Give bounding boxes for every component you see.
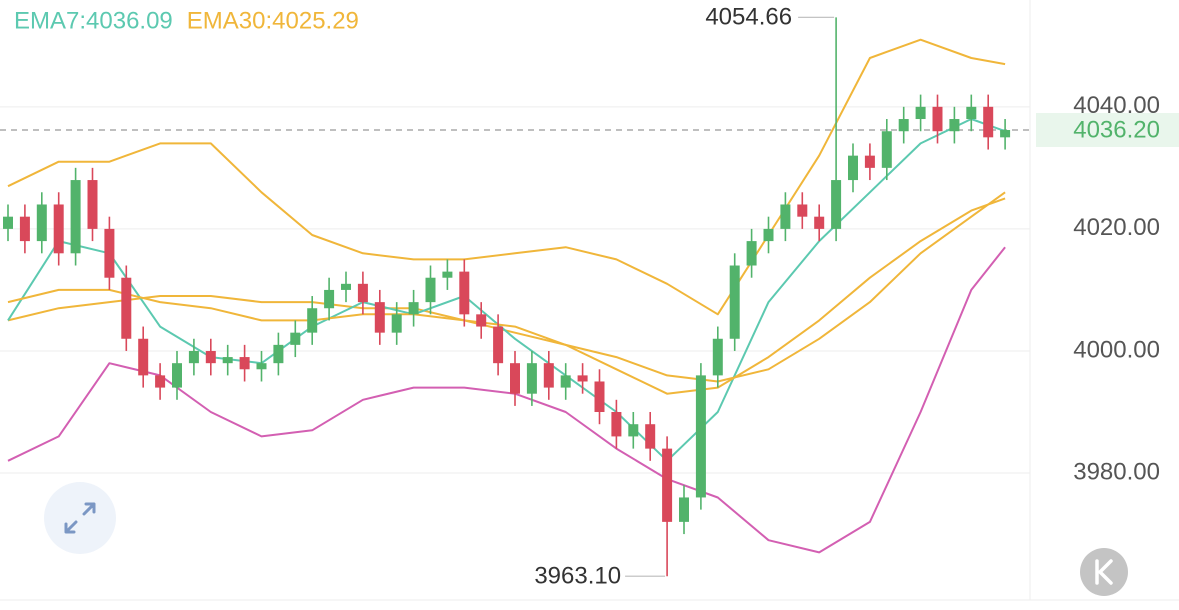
candle-body bbox=[408, 302, 419, 315]
candle-body bbox=[797, 204, 808, 217]
expand-icon[interactable] bbox=[64, 502, 96, 534]
candle-body bbox=[831, 180, 842, 229]
candles bbox=[3, 17, 1011, 577]
candle-body bbox=[357, 283, 368, 303]
candle-body bbox=[442, 271, 453, 278]
candle-body bbox=[628, 424, 639, 437]
candle-body bbox=[239, 357, 250, 370]
candle-body bbox=[205, 350, 216, 364]
candle-body bbox=[53, 204, 64, 254]
candle-body bbox=[256, 363, 267, 370]
candle-body bbox=[19, 216, 30, 242]
candle-body bbox=[70, 180, 81, 254]
y-tick-label: 4000.00 bbox=[1073, 336, 1160, 363]
candle-body bbox=[577, 375, 588, 382]
candle-body bbox=[881, 131, 892, 168]
candle-body bbox=[526, 363, 537, 394]
candle-body bbox=[222, 357, 233, 364]
candle-body bbox=[560, 375, 571, 388]
candle-body bbox=[290, 332, 301, 345]
candle-body bbox=[966, 106, 977, 120]
candle-body bbox=[510, 363, 520, 394]
candle-body bbox=[915, 106, 926, 120]
candle-body bbox=[273, 344, 284, 364]
logo-bg bbox=[1080, 548, 1128, 596]
y-tick-label: 3980.00 bbox=[1073, 458, 1160, 485]
candle-body bbox=[1000, 130, 1011, 138]
y-tick-label: 4020.00 bbox=[1073, 214, 1160, 241]
candle-body bbox=[36, 204, 47, 242]
expand-button-bg[interactable] bbox=[44, 482, 116, 554]
candle-body bbox=[932, 106, 943, 132]
candle-body bbox=[324, 289, 335, 309]
candle-body bbox=[814, 216, 825, 229]
candle-body bbox=[188, 350, 199, 364]
indicator-line bbox=[7, 38, 1006, 316]
last-price-label: 4036.20 bbox=[1073, 116, 1160, 143]
candle-body bbox=[780, 204, 791, 229]
candle-body bbox=[307, 308, 318, 333]
legend-entry: EMA30:4025.29 bbox=[187, 7, 359, 34]
candle-body bbox=[763, 228, 774, 242]
candle-body bbox=[543, 363, 554, 388]
candle-body bbox=[476, 314, 487, 327]
low-label: 3963.10 bbox=[534, 563, 621, 590]
candle-body bbox=[391, 314, 402, 333]
indicator-lines bbox=[7, 38, 1006, 554]
candle-body bbox=[645, 424, 656, 449]
candle-body bbox=[3, 216, 13, 229]
candle-body bbox=[679, 497, 689, 522]
candle-body bbox=[949, 119, 960, 132]
candle-body bbox=[138, 338, 149, 376]
candle-body bbox=[459, 271, 470, 315]
indicator-line bbox=[7, 118, 1006, 462]
candle-body bbox=[712, 338, 723, 376]
candle-body bbox=[87, 180, 98, 229]
legend-entry: EMA7:4036.09 bbox=[14, 7, 173, 34]
last-price-bg bbox=[1036, 113, 1179, 148]
candle-body bbox=[729, 265, 740, 339]
candle-body bbox=[121, 277, 132, 339]
indicator-line bbox=[7, 197, 1006, 395]
candle-body bbox=[746, 241, 757, 266]
candle-body bbox=[155, 375, 166, 388]
candle-body bbox=[104, 228, 115, 278]
candle-body bbox=[695, 375, 706, 498]
high-label: 4054.66 bbox=[705, 4, 792, 31]
candle-body bbox=[864, 155, 875, 168]
candle-body bbox=[374, 302, 385, 333]
candle-body bbox=[611, 412, 622, 437]
candle-body bbox=[425, 277, 436, 303]
candle-body bbox=[662, 448, 673, 522]
candle-body bbox=[848, 155, 858, 181]
indicator-line bbox=[7, 246, 1006, 554]
grid bbox=[0, 106, 1030, 474]
logo bbox=[1080, 548, 1128, 596]
candle-body bbox=[594, 381, 605, 413]
labels: 3980.004000.004020.004040.004036.204054.… bbox=[14, 4, 1179, 590]
candle-body bbox=[493, 326, 504, 364]
indicator-line bbox=[7, 191, 1006, 383]
expand-button[interactable] bbox=[44, 482, 116, 554]
candle-body bbox=[983, 106, 994, 138]
candle-body bbox=[341, 283, 351, 290]
logo-icon bbox=[1095, 559, 1113, 585]
candle-body bbox=[898, 119, 909, 132]
candle-body bbox=[172, 363, 182, 388]
